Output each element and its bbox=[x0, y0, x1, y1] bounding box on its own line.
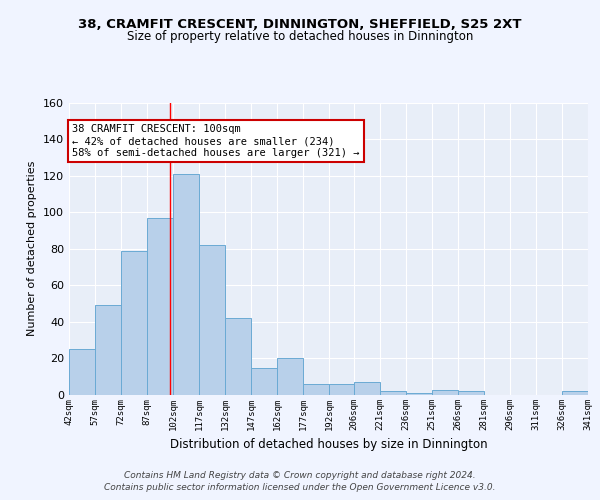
Bar bbox=[121, 250, 147, 395]
Bar bbox=[277, 358, 304, 395]
Bar bbox=[380, 392, 406, 395]
Bar bbox=[251, 368, 277, 395]
Text: 38 CRAMFIT CRESCENT: 100sqm
← 42% of detached houses are smaller (234)
58% of se: 38 CRAMFIT CRESCENT: 100sqm ← 42% of det… bbox=[73, 124, 360, 158]
Bar bbox=[406, 393, 432, 395]
Bar bbox=[225, 318, 251, 395]
Bar bbox=[173, 174, 199, 395]
Bar bbox=[353, 382, 380, 395]
Bar bbox=[95, 306, 121, 395]
Bar bbox=[69, 350, 95, 395]
Bar bbox=[432, 390, 458, 395]
Text: Contains HM Land Registry data © Crown copyright and database right 2024.
Contai: Contains HM Land Registry data © Crown c… bbox=[104, 471, 496, 492]
Bar bbox=[458, 392, 484, 395]
Text: 38, CRAMFIT CRESCENT, DINNINGTON, SHEFFIELD, S25 2XT: 38, CRAMFIT CRESCENT, DINNINGTON, SHEFFI… bbox=[78, 18, 522, 30]
Bar bbox=[199, 245, 225, 395]
Bar bbox=[562, 392, 588, 395]
Bar bbox=[147, 218, 173, 395]
Bar bbox=[329, 384, 353, 395]
Y-axis label: Number of detached properties: Number of detached properties bbox=[28, 161, 37, 336]
Text: Size of property relative to detached houses in Dinnington: Size of property relative to detached ho… bbox=[127, 30, 473, 43]
Bar bbox=[304, 384, 329, 395]
X-axis label: Distribution of detached houses by size in Dinnington: Distribution of detached houses by size … bbox=[170, 438, 487, 452]
